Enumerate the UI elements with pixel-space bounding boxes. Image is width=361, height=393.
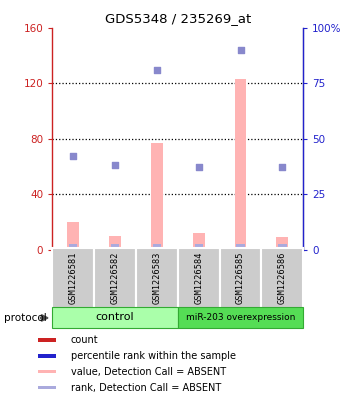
FancyBboxPatch shape xyxy=(178,248,219,309)
Point xyxy=(238,47,243,53)
Text: count: count xyxy=(71,335,99,345)
Bar xyxy=(68,222,79,250)
Point xyxy=(196,164,201,171)
Bar xyxy=(236,244,245,248)
Bar xyxy=(109,236,121,250)
Bar xyxy=(112,246,118,250)
Text: value, Detection Call = ABSENT: value, Detection Call = ABSENT xyxy=(71,367,226,376)
Point xyxy=(154,66,160,73)
Bar xyxy=(38,338,56,342)
Bar xyxy=(278,244,287,248)
Text: rank, Detection Call = ABSENT: rank, Detection Call = ABSENT xyxy=(71,382,221,393)
Bar xyxy=(235,79,246,250)
Text: miR-203 overexpression: miR-203 overexpression xyxy=(186,313,295,322)
Bar xyxy=(238,246,243,250)
FancyBboxPatch shape xyxy=(52,307,178,328)
Text: protocol: protocol xyxy=(4,313,46,323)
Bar xyxy=(38,370,56,373)
Text: percentile rank within the sample: percentile rank within the sample xyxy=(71,351,236,361)
Bar xyxy=(151,143,163,250)
FancyBboxPatch shape xyxy=(52,248,94,309)
Point xyxy=(279,164,285,171)
FancyBboxPatch shape xyxy=(136,248,178,309)
Bar xyxy=(153,244,161,248)
Bar xyxy=(196,246,202,250)
Title: GDS5348 / 235269_at: GDS5348 / 235269_at xyxy=(105,12,251,25)
Text: GSM1226584: GSM1226584 xyxy=(194,252,203,304)
Text: GSM1226583: GSM1226583 xyxy=(152,252,161,304)
Text: GSM1226586: GSM1226586 xyxy=(278,252,287,304)
Bar xyxy=(70,246,76,250)
Bar xyxy=(193,233,205,250)
FancyBboxPatch shape xyxy=(94,248,136,309)
Bar xyxy=(38,386,56,389)
Text: GSM1226585: GSM1226585 xyxy=(236,252,245,304)
Bar xyxy=(154,246,160,250)
Bar xyxy=(195,244,203,248)
Bar xyxy=(111,244,119,248)
FancyBboxPatch shape xyxy=(219,248,261,309)
Point xyxy=(70,153,76,160)
Text: control: control xyxy=(96,312,134,322)
FancyBboxPatch shape xyxy=(178,307,303,328)
Bar xyxy=(69,244,77,248)
FancyBboxPatch shape xyxy=(261,248,303,309)
Bar xyxy=(279,246,285,250)
Bar xyxy=(277,237,288,250)
Bar xyxy=(38,354,56,358)
Text: GSM1226582: GSM1226582 xyxy=(110,252,119,304)
Text: GSM1226581: GSM1226581 xyxy=(69,252,78,304)
Point xyxy=(112,162,118,168)
